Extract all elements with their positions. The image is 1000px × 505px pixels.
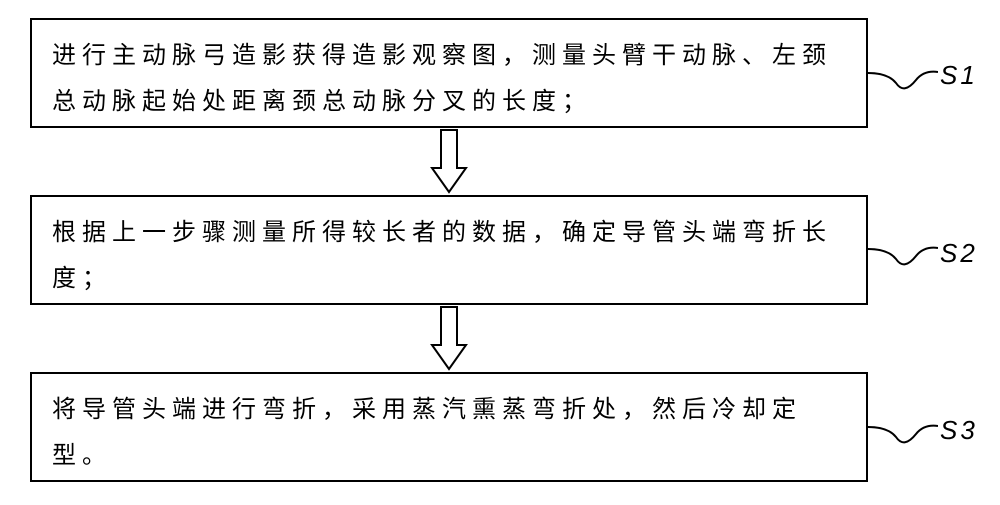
- step-box-s2: 根据上一步骤测量所得较长者的数据，确定导管头端弯折长度；: [30, 195, 868, 305]
- label-connector-icon: [868, 68, 938, 100]
- step-text: 根据上一步骤测量所得较长者的数据，确定导管头端弯折长度；: [52, 220, 832, 292]
- step-box-s3: 将导管头端进行弯折，采用蒸汽熏蒸弯折处，然后冷却定型。: [30, 372, 868, 482]
- step-text: 将导管头端进行弯折，采用蒸汽熏蒸弯折处，然后冷却定型。: [52, 397, 802, 469]
- step-label: S3: [940, 415, 978, 446]
- flowchart-canvas: 进行主动脉弓造影获得造影观察图，测量头臂干动脉、左颈总动脉起始处距离颈总动脉分叉…: [0, 0, 1000, 505]
- label-connector-icon: [868, 244, 938, 276]
- label-connector-icon: [868, 422, 938, 454]
- arrow-down-icon: [429, 128, 469, 195]
- arrow-down-icon: [429, 305, 469, 372]
- step-label: S1: [940, 60, 978, 91]
- step-text: 进行主动脉弓造影获得造影观察图，测量头臂干动脉、左颈总动脉起始处距离颈总动脉分叉…: [52, 43, 832, 115]
- step-label: S2: [940, 238, 978, 269]
- step-box-s1: 进行主动脉弓造影获得造影观察图，测量头臂干动脉、左颈总动脉起始处距离颈总动脉分叉…: [30, 18, 868, 128]
